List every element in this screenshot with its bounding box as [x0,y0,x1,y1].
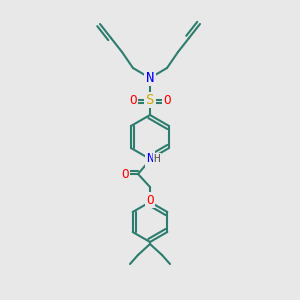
Text: N: N [146,71,154,85]
Text: H: H [154,154,160,164]
Text: S: S [146,93,154,107]
Text: O: O [146,194,154,206]
Text: O: O [121,167,129,181]
Text: N: N [146,152,154,166]
Text: O: O [163,94,171,106]
Text: O: O [129,94,137,106]
